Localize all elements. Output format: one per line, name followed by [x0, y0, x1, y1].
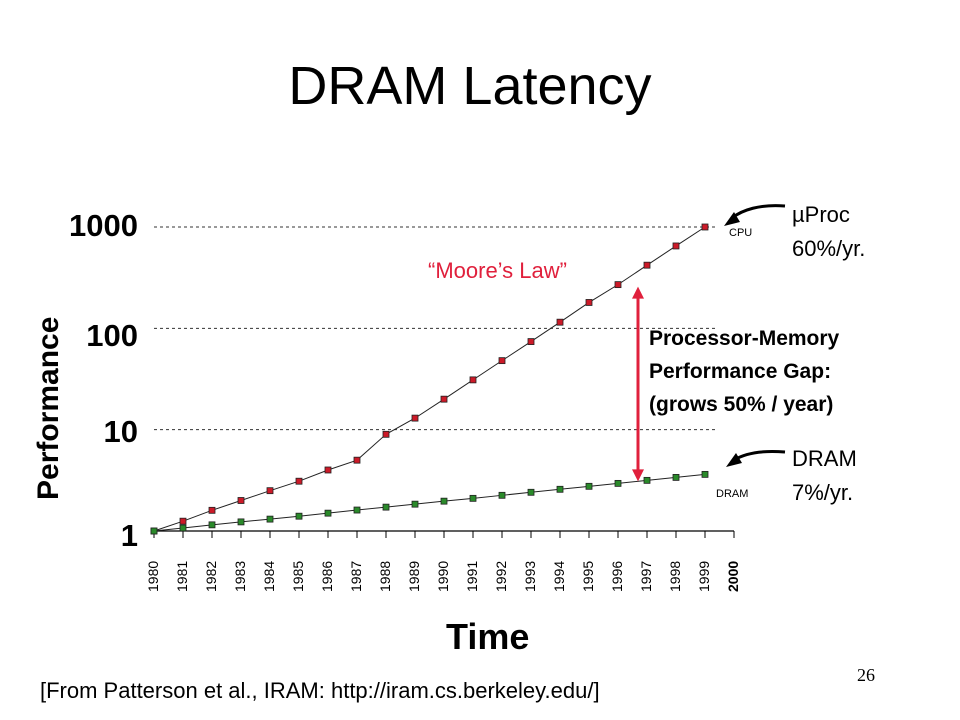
x-tick-label: 1987	[348, 560, 364, 592]
cpu-point	[556, 318, 564, 326]
dram-point	[585, 482, 593, 490]
moores-law-label: “Moore’s Law”	[428, 258, 567, 283]
series-line-cpu	[153, 226, 706, 532]
y-tick-label: 100	[86, 318, 138, 353]
uproc-pointer-head	[724, 212, 740, 226]
page-number: 26	[857, 665, 875, 685]
cpu-point	[701, 223, 709, 231]
x-tick-label: 1992	[493, 560, 509, 592]
cpu-point	[324, 466, 332, 474]
dram-point	[353, 506, 361, 514]
cpu-point	[643, 261, 651, 269]
y-axis-label: Performance	[32, 316, 65, 500]
source-citation: [From Patterson et al., IRAM: http://ira…	[40, 678, 600, 703]
gap-arrow-head-top	[632, 286, 644, 299]
dram-point	[295, 512, 303, 520]
dram-point	[411, 500, 419, 508]
dram-point	[672, 474, 680, 481]
gap-arrow-head-bottom	[632, 469, 644, 482]
dram-point	[237, 518, 245, 526]
series-points	[150, 223, 709, 535]
x-tick-label: 1983	[232, 560, 248, 592]
cpu-point	[585, 299, 593, 306]
dram-point	[150, 527, 158, 535]
cpu-point	[208, 506, 216, 514]
cpu-point	[614, 281, 622, 289]
dram-pointer-head	[726, 453, 742, 467]
cpu-point	[498, 357, 506, 365]
gap-annotation-line3: (grows 50% / year)	[649, 393, 834, 416]
x-tick-label: 1989	[406, 560, 422, 592]
cpu-point	[353, 456, 361, 464]
cpu-point	[295, 477, 303, 485]
dram-point	[556, 485, 564, 493]
dram-point	[643, 476, 651, 484]
cpu-series-label: CPU	[729, 227, 753, 239]
grid-lines	[154, 226, 718, 431]
x-tick-label: 1993	[522, 560, 538, 592]
x-tick-label: 1999	[696, 560, 712, 592]
dram-annotation-line1: DRAM	[792, 446, 857, 471]
cpu-point	[237, 497, 245, 504]
dram-pointer-arrow	[733, 450, 786, 462]
gap-annotation-line1: Processor-Memory	[649, 327, 840, 350]
uproc-annotation-line2: 60%/yr.	[792, 236, 866, 261]
x-tick-label: 1991	[464, 560, 480, 592]
y-tick-label: 10	[103, 414, 138, 449]
dram-point	[527, 488, 535, 496]
cpu-point	[469, 376, 477, 384]
uproc-pointer-arrow	[731, 204, 786, 220]
x-tick-label: 1990	[435, 560, 451, 592]
slide-title: DRAM Latency	[288, 56, 652, 116]
series-lines	[153, 226, 706, 532]
dram-point	[324, 509, 332, 517]
cpu-point	[672, 242, 680, 250]
cpu-point	[179, 517, 187, 525]
series-line-dram	[153, 473, 706, 532]
x-tick-label: 1980	[145, 560, 161, 592]
dram-point	[266, 515, 274, 523]
cpu-point	[440, 395, 448, 403]
dram-annotation-line2: 7%/yr.	[792, 480, 854, 505]
dram-point	[614, 479, 622, 487]
x-tick-label: 1985	[290, 560, 306, 592]
chart-axes	[153, 530, 735, 538]
gap-annotation-line2: Performance Gap:	[649, 360, 832, 383]
x-tick-label: 1994	[551, 560, 567, 592]
dram-point	[382, 503, 390, 511]
x-tick-label: 1986	[319, 560, 335, 592]
x-tick-label: 1996	[609, 560, 625, 592]
cpu-point	[411, 414, 419, 422]
x-tick-label: 1997	[638, 560, 654, 592]
x-tick-label: 1998	[667, 560, 683, 592]
annotation-arrows	[632, 204, 786, 482]
dram-point	[440, 497, 448, 505]
x-tick-label: 1988	[377, 560, 393, 592]
dram-point	[701, 470, 709, 478]
dram-point	[498, 491, 506, 499]
cpu-point	[527, 338, 535, 345]
dram-series-label: DRAM	[716, 488, 749, 500]
x-tick-label: 1982	[203, 560, 219, 592]
x-tick-label: 2000	[725, 560, 741, 592]
dram-point	[469, 494, 477, 502]
cpu-point	[382, 430, 390, 438]
dram-point	[179, 524, 187, 532]
uproc-annotation-line1: µProc	[792, 202, 850, 227]
x-tick-label: 1995	[580, 560, 596, 592]
x-tick-label: 1984	[261, 560, 277, 592]
x-axis-label: Time	[446, 616, 530, 657]
dram-point	[208, 521, 216, 529]
y-tick-label: 1000	[69, 208, 138, 243]
cpu-point	[266, 487, 274, 495]
x-tick-label: 1981	[174, 560, 190, 592]
y-tick-label: 1	[120, 518, 138, 553]
